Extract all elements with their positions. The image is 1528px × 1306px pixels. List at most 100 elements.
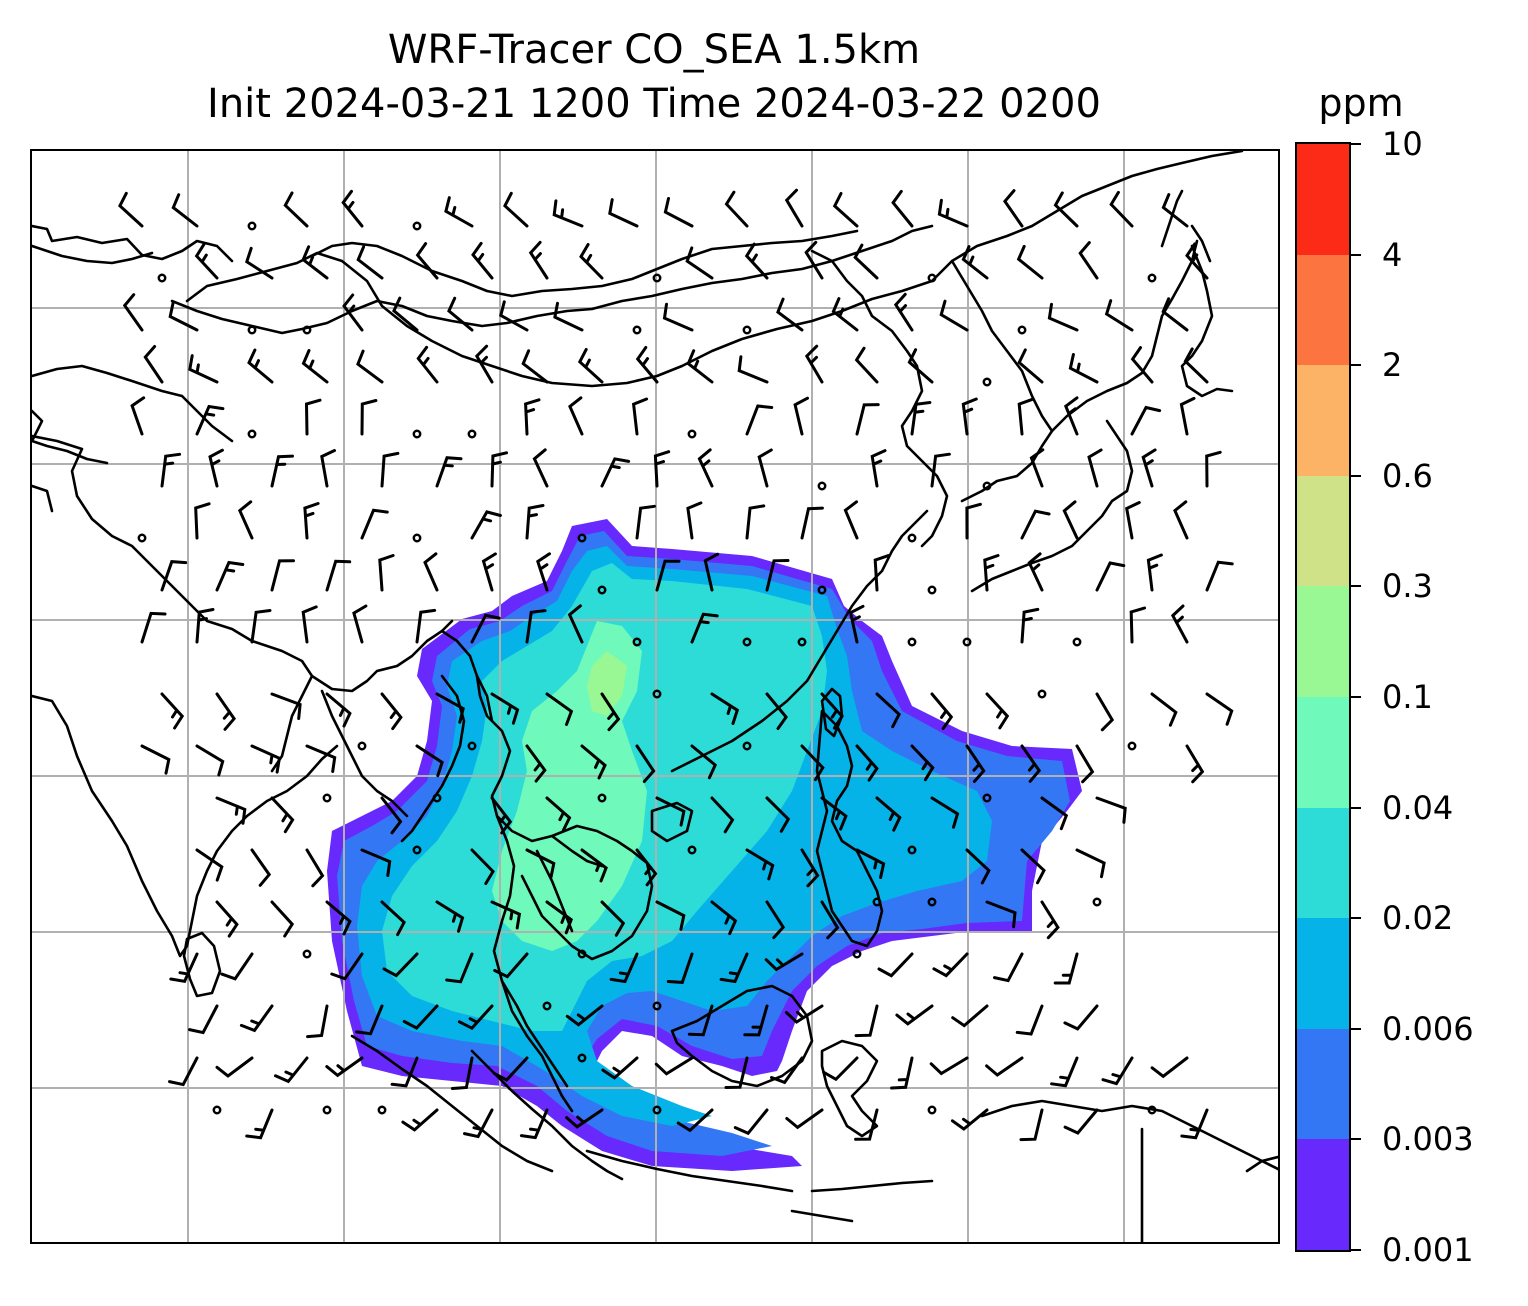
wind-barb <box>355 1004 384 1036</box>
wind-barb <box>490 692 520 725</box>
wind-barb <box>356 245 384 280</box>
wind-barb <box>447 296 474 332</box>
colorbar-segment <box>1297 143 1349 255</box>
wind-barb <box>525 848 556 879</box>
wind-barb <box>1150 1056 1189 1079</box>
wind-barb <box>854 346 879 384</box>
wind-barb <box>1027 552 1044 592</box>
wind-barb <box>270 692 302 720</box>
wind-barb <box>140 744 171 775</box>
wind-barb <box>854 1004 879 1038</box>
wind-barb <box>250 609 272 644</box>
wind-barb <box>685 246 714 280</box>
calm-wind-marker <box>927 1105 937 1115</box>
wind-barb <box>1019 1108 1044 1142</box>
map-title-line-1: WRF-Tracer CO_SEA 1.5km <box>387 27 921 73</box>
calm-wind-marker <box>652 1105 662 1115</box>
wind-barb <box>653 450 671 488</box>
wind-barb <box>744 242 769 280</box>
colorbar-tick <box>1351 1249 1361 1251</box>
calm-wind-marker <box>412 845 422 855</box>
wind-barb <box>1095 692 1115 732</box>
wind-barb <box>831 297 859 332</box>
wind-barb <box>1185 744 1205 784</box>
wind-barb <box>1040 796 1069 831</box>
colorbar-tick-label: 0.3 <box>1382 567 1433 606</box>
wind-barb <box>737 355 769 384</box>
wind-barb <box>270 796 295 834</box>
wind-barb <box>890 1056 914 1090</box>
wind-barb <box>877 952 914 978</box>
wind-barb <box>932 952 969 978</box>
wind-barb <box>703 552 720 592</box>
wind-barb <box>1170 604 1189 644</box>
wind-barb <box>1017 397 1034 436</box>
wind-barb <box>525 504 545 540</box>
wind-barb <box>580 744 607 780</box>
wind-barb <box>171 193 199 228</box>
wind-barb <box>765 692 788 730</box>
wind-barb <box>301 245 329 280</box>
wind-barb <box>416 345 439 384</box>
wind-barb <box>930 692 954 730</box>
calm-wind-marker <box>1092 897 1102 907</box>
wind-barb <box>304 398 322 436</box>
colorbar-segment <box>1297 696 1349 808</box>
wind-barb <box>565 1108 604 1129</box>
tracer-field <box>327 519 1082 1171</box>
colorbar-segment <box>1297 585 1349 697</box>
calm-wind-marker <box>412 533 422 543</box>
wind-barb <box>1075 744 1095 784</box>
wind-barb <box>719 952 749 984</box>
wind-barb <box>245 246 274 280</box>
wind-barb <box>893 292 914 332</box>
wind-barb <box>891 189 914 228</box>
colorbar-segment <box>1297 807 1349 919</box>
colorbar-segment <box>1297 475 1349 587</box>
wind-barb <box>250 848 272 887</box>
wind-barb <box>168 301 199 332</box>
calm-wind-marker <box>577 949 587 959</box>
wind-barb <box>965 502 982 540</box>
colorbar-tick-label: 0.006 <box>1382 1009 1474 1048</box>
wind-barb <box>195 848 224 882</box>
calm-wind-marker <box>1147 273 1157 283</box>
calm-wind-marker <box>632 637 642 647</box>
wind-barb <box>194 502 211 540</box>
wind-barb <box>160 692 185 730</box>
wind-barb <box>380 692 403 731</box>
wind-barb <box>1062 500 1079 540</box>
wind-barb <box>208 448 224 488</box>
calm-wind-marker <box>412 221 422 231</box>
wind-barb <box>1063 1108 1099 1135</box>
calm-wind-marker <box>137 533 147 543</box>
wind-barb <box>804 344 824 384</box>
wind-barb <box>470 613 501 644</box>
colorbar-tick <box>1351 364 1361 367</box>
wind-barb <box>360 848 392 877</box>
calm-wind-marker <box>982 481 992 491</box>
wind-barb <box>745 848 775 881</box>
wind-barb <box>380 796 403 835</box>
wind-barb <box>545 692 574 726</box>
calm-wind-marker <box>1037 689 1047 699</box>
wind-barb <box>525 744 547 783</box>
calm-wind-marker <box>1017 325 1027 335</box>
wind-barb <box>822 1056 859 1082</box>
wind-barb <box>1205 560 1234 592</box>
calm-wind-marker <box>982 377 992 387</box>
wind-barb <box>1205 450 1222 488</box>
wind-barb <box>1020 848 1046 885</box>
calm-wind-marker <box>852 949 862 959</box>
wind-barb <box>1129 606 1147 644</box>
wind-barb <box>724 190 749 228</box>
calm-wind-marker <box>1127 741 1137 751</box>
wind-barb <box>985 900 1017 929</box>
wind-barb <box>1179 396 1196 436</box>
wind-barb <box>490 796 513 835</box>
wind-barb <box>843 500 859 540</box>
wind-barb <box>745 504 766 540</box>
wind-barb <box>499 300 529 332</box>
wind-barb <box>195 404 225 436</box>
wind-barb <box>800 744 825 782</box>
